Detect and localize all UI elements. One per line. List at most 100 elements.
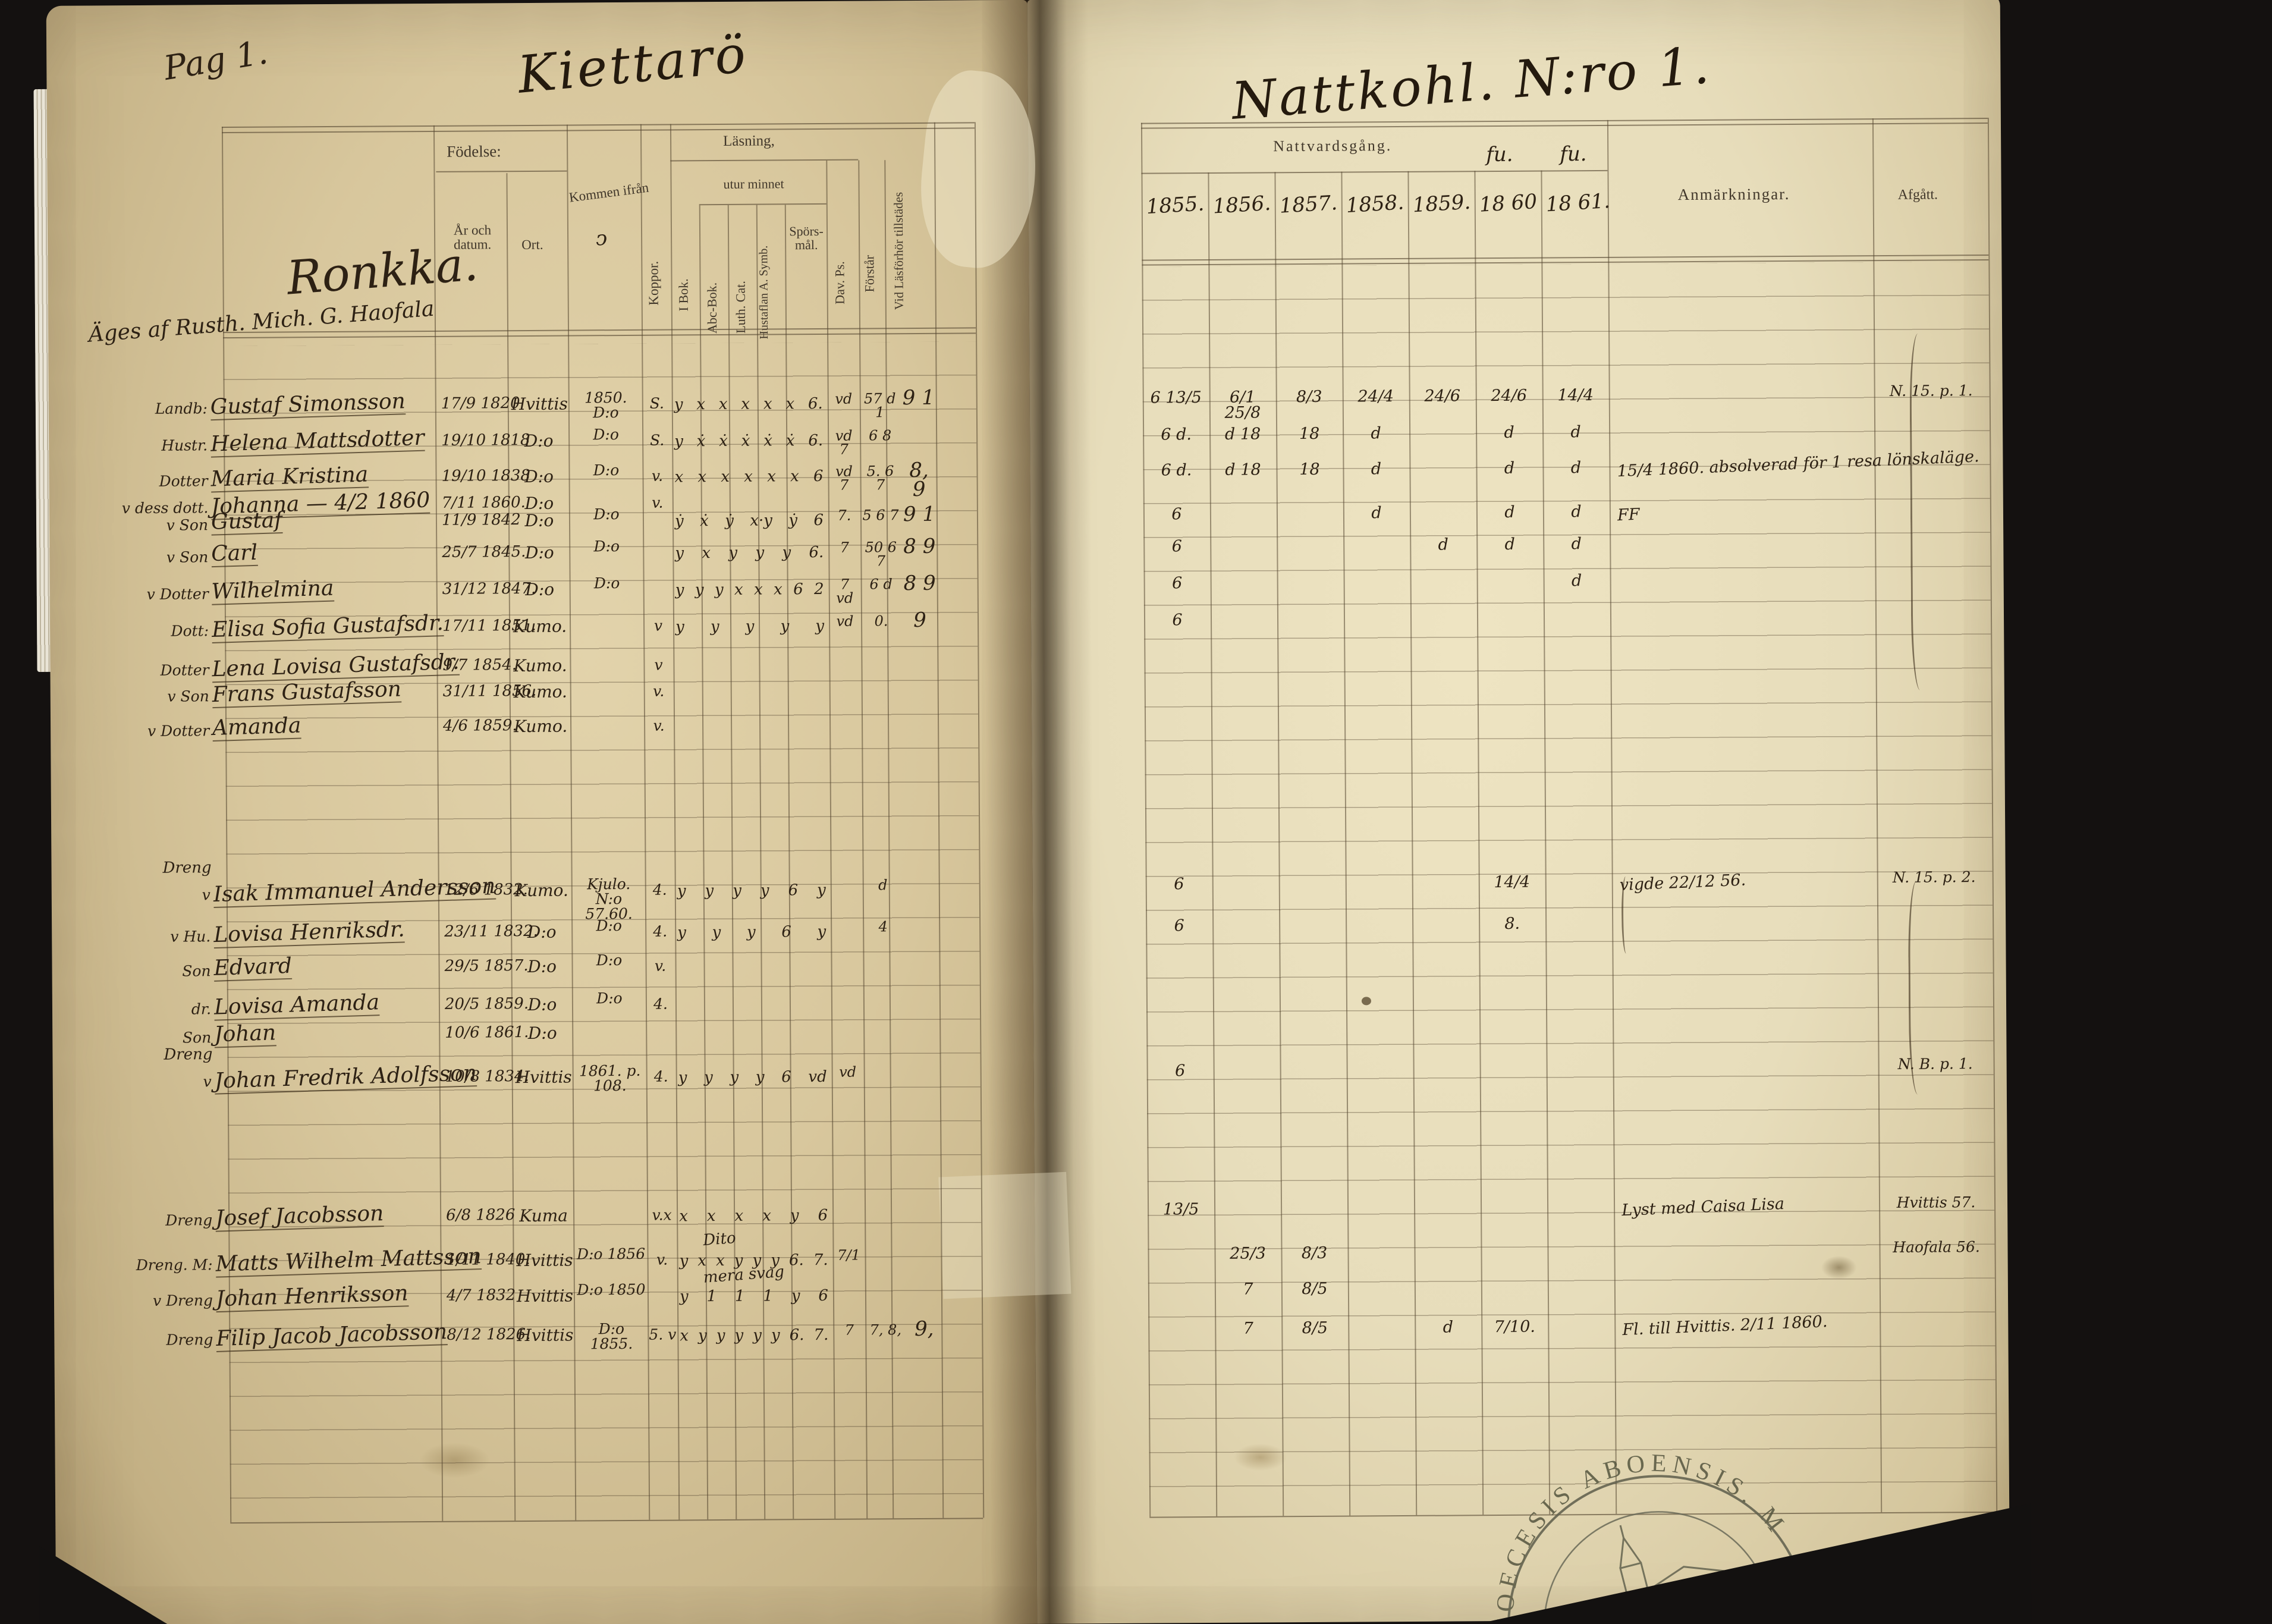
communion-date: 6 d. bbox=[1161, 461, 1192, 480]
birth-place: D:o bbox=[524, 466, 554, 487]
departed-note: N. B. p. 1. bbox=[1897, 1055, 1973, 1073]
birth-place: D:o bbox=[524, 431, 554, 451]
row-relation-label: v Son bbox=[166, 516, 209, 534]
communion-date: d bbox=[1371, 460, 1382, 479]
smallpox-mark: 5. v bbox=[649, 1325, 677, 1343]
departed-note: Haofala 56. bbox=[1893, 1238, 1980, 1256]
communion-date: d 18 bbox=[1224, 425, 1261, 444]
departed-note: N. 15. p. 1. bbox=[1889, 382, 1973, 400]
psalm-mark: vd 7 bbox=[835, 463, 853, 494]
examination-years: 5. 6 7 bbox=[866, 463, 894, 494]
smallpox-mark: v bbox=[654, 656, 663, 674]
header-utur-minnet: utur minnet bbox=[723, 176, 784, 191]
birth-place: Kumo. bbox=[513, 655, 567, 676]
row-relation-label: Hustr. bbox=[161, 436, 208, 454]
communion-date: 6 bbox=[1171, 574, 1183, 593]
psalm-mark: 7/1 bbox=[837, 1246, 860, 1264]
came-from: D:o bbox=[593, 538, 620, 555]
birth-place: D:o bbox=[524, 510, 554, 531]
row-relation-label: Dreng. M: bbox=[136, 1256, 213, 1274]
book-gutter bbox=[981, 0, 1098, 1624]
row-relation-label: Son bbox=[182, 962, 211, 980]
year-column-label: 1858. bbox=[1345, 190, 1405, 218]
smallpox-mark: 4. bbox=[653, 995, 668, 1013]
year-column-label: 1859. bbox=[1412, 190, 1472, 218]
birth-date: 17/9 1820 bbox=[441, 394, 520, 413]
communion-date: 24/6 bbox=[1424, 387, 1461, 406]
birth-place: D:o bbox=[524, 493, 554, 514]
fu-mark-2: fu. bbox=[1560, 142, 1587, 167]
birth-place: Hvittis bbox=[511, 394, 568, 414]
examination-extra: 8 9 bbox=[903, 534, 936, 559]
birth-place: Hvittis bbox=[515, 1067, 572, 1088]
church-record-book: Pag 1. Kiettarö Nattkohl. N:ro 1. Ronkka… bbox=[30, 0, 1997, 1624]
communion-date: d bbox=[1571, 535, 1582, 554]
birth-date: 19/10 1818 bbox=[441, 431, 530, 450]
row-relation-label: Dotter bbox=[159, 472, 208, 490]
communion-date: 6 bbox=[1174, 916, 1184, 935]
person-name: Carl bbox=[210, 540, 258, 567]
row-relation-label: Landb: bbox=[155, 400, 208, 417]
communion-date: 7 bbox=[1243, 1319, 1253, 1338]
communion-date: 7 bbox=[1243, 1280, 1253, 1299]
birth-date: 31/11 1856. bbox=[442, 681, 537, 701]
departed-note: Hvittis 57. bbox=[1896, 1193, 1976, 1211]
birth-place: D:o bbox=[527, 994, 557, 1014]
communion-date: 6 bbox=[1174, 875, 1184, 894]
birth-date: 10/6 1861. bbox=[445, 1023, 529, 1042]
examination-extra: 8, 9 bbox=[909, 458, 929, 502]
communion-date: 8/3 bbox=[1296, 387, 1322, 407]
birth-date: 29/5 1857. bbox=[444, 956, 529, 975]
birth-date: 17/11 1851. bbox=[442, 616, 536, 635]
row-relation-label: v Dotter bbox=[146, 585, 209, 603]
header-dav-ps: Dav. Ps. bbox=[832, 261, 847, 304]
birth-place: Kumo. bbox=[513, 616, 567, 637]
birth-date: 6/8 1826 bbox=[446, 1206, 516, 1224]
right-page bbox=[1027, 0, 2010, 1624]
smallpox-mark: v. bbox=[651, 467, 664, 485]
birth-date: 12/6 1832. bbox=[444, 880, 528, 899]
birth-date: 19/10 1838 bbox=[441, 466, 530, 485]
communion-date: 6/1 25/8 bbox=[1224, 388, 1261, 422]
psalm-mark: 7 bbox=[840, 539, 850, 556]
communion-date: 8/3 bbox=[1301, 1243, 1328, 1263]
birth-date: 10/8 1834. bbox=[445, 1067, 529, 1086]
birth-date: 23/11 1832. bbox=[444, 922, 538, 941]
birth-date: 9/7 1854. bbox=[442, 656, 517, 674]
smallpox-mark: v. bbox=[654, 957, 667, 975]
smallpox-mark: v. bbox=[653, 717, 665, 734]
person-name: Gustaf bbox=[210, 508, 283, 536]
examination-years: 6 8 bbox=[868, 427, 892, 444]
came-from: D:o bbox=[593, 461, 620, 479]
header-ar-datum: År och datum. bbox=[453, 222, 492, 252]
birth-place: Hvittis bbox=[516, 1286, 574, 1306]
year-column-label: 1855. bbox=[1145, 191, 1205, 219]
smallpox-mark: v. bbox=[652, 494, 664, 511]
communion-date: 14/4 bbox=[1557, 386, 1594, 405]
birth-place: D:o bbox=[525, 579, 555, 600]
person-name: Amanda bbox=[212, 713, 301, 742]
birth-place: D:o bbox=[524, 542, 554, 563]
reading-note: Dito bbox=[702, 1229, 737, 1250]
psalm-mark: vd bbox=[836, 612, 854, 630]
came-from: D:o bbox=[596, 990, 623, 1007]
psalm-mark: vd 7 bbox=[835, 427, 853, 458]
communion-date: d bbox=[1504, 535, 1515, 554]
psalm-mark: 7 vd bbox=[836, 576, 854, 607]
person-name: Lovisa Amanda bbox=[213, 990, 380, 1021]
smallpox-mark: v.x bbox=[652, 1206, 672, 1224]
came-from: D:o 1856 bbox=[576, 1245, 646, 1263]
communion-date: d bbox=[1504, 502, 1515, 522]
reading-marks: x y y y y y 6. 7. bbox=[680, 1325, 829, 1345]
communion-date: 6 bbox=[1174, 1061, 1186, 1080]
smallpox-mark: 4. bbox=[653, 922, 668, 940]
row-relation-label: v Son bbox=[167, 687, 209, 705]
examination-extra: 9, bbox=[914, 1317, 934, 1342]
communion-date: 6 bbox=[1171, 505, 1182, 524]
year-column-label: 1857. bbox=[1278, 191, 1338, 218]
row-relation-label: dr. bbox=[191, 1000, 212, 1018]
